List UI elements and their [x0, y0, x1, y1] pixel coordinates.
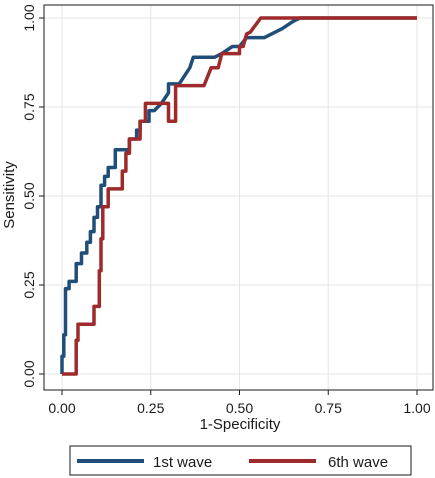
legend: 1st wave 6th wave [69, 445, 412, 476]
plot-frame [43, 4, 434, 391]
y-tick-label-4: 1.00 [21, 4, 37, 31]
axes: 0.00 0.25 0.50 0.75 1.00 0.00 0.25 0.50 0.75 1.00 [21, 4, 434, 416]
x-tick-label-1: 0.25 [137, 400, 164, 416]
y-tick-label-3: 0.75 [21, 93, 37, 120]
legend-box [69, 445, 412, 476]
y-tick-label-2: 0.50 [21, 182, 37, 209]
x-tick-label-3: 0.75 [315, 400, 342, 416]
x-tick-label-0: 0.00 [48, 400, 75, 416]
y-tick-label-0: 0.00 [21, 360, 37, 387]
x-tick-label-2: 0.50 [226, 400, 253, 416]
legend-label-1st-wave: 1st wave [153, 454, 212, 471]
series-lines [60, 16, 417, 376]
legend-label-6th-wave: 6th wave [328, 454, 388, 471]
y-axis-title: Sensitivity [1, 161, 18, 229]
x-tick-label-4: 1.00 [403, 400, 430, 416]
series-line-1st-wave [60, 16, 417, 374]
x-axis-title: 1-Specificity [200, 416, 281, 433]
y-tick-label-1: 0.25 [21, 271, 37, 298]
series-line-6th-wave [62, 16, 417, 376]
